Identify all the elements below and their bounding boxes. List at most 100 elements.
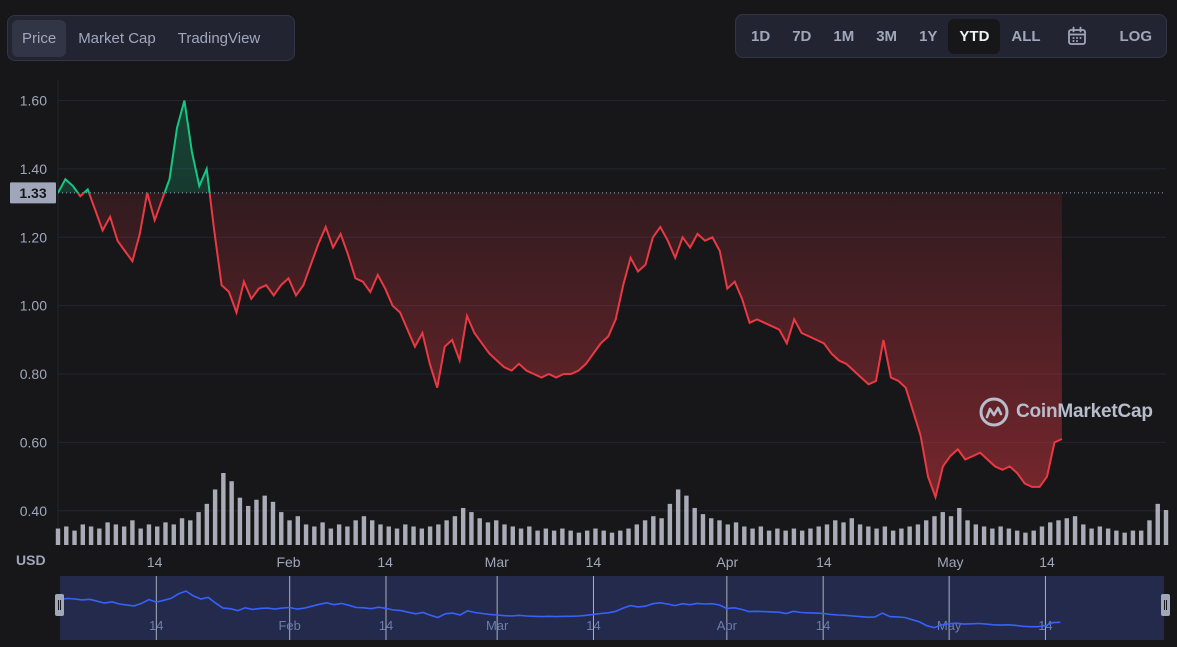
volume-bar xyxy=(750,528,755,545)
y-tick-label: 0.40 xyxy=(20,503,47,519)
volume-bar xyxy=(783,530,788,545)
volume-bar xyxy=(543,528,549,545)
volume-bar xyxy=(981,526,987,545)
volume-bar xyxy=(1147,520,1152,545)
coinmarketcap-watermark: CoinMarketCap xyxy=(978,396,1153,428)
range-all-button[interactable]: ALL xyxy=(1011,27,1041,45)
volume-bar xyxy=(427,526,433,545)
volume-bar xyxy=(105,522,110,545)
volume-bar xyxy=(88,526,94,545)
volume-bar xyxy=(163,522,168,545)
price-line xyxy=(58,100,1063,501)
volume-bar xyxy=(634,524,640,545)
volume-bar xyxy=(394,528,400,545)
volume-bar xyxy=(212,489,218,545)
navigator-handle-left[interactable] xyxy=(55,594,64,616)
volume-bar xyxy=(675,489,681,545)
x-axis: 14 Feb 14 Mar 14 Apr 14 May 14 xyxy=(147,554,1055,570)
navigator-handle-right[interactable] xyxy=(1161,594,1170,616)
volume-bar xyxy=(204,503,210,545)
tab-market-cap[interactable]: Market Cap xyxy=(78,29,156,47)
volume-bar xyxy=(527,526,532,545)
volume-bar xyxy=(568,530,573,545)
volume-bar xyxy=(444,520,449,545)
volume-bar xyxy=(1056,520,1061,545)
volume-bar xyxy=(1163,510,1169,545)
volume-bar xyxy=(419,528,425,545)
volume-bar xyxy=(55,528,61,545)
navigator-tick-label: Apr xyxy=(717,618,738,633)
range-navigator[interactable]: 14 Feb 14 Mar 14 Apr 14 May 14 xyxy=(55,576,1170,640)
volume-bar xyxy=(1014,530,1020,545)
volume-bar xyxy=(651,516,656,545)
x-tick-label: 14 xyxy=(586,554,602,570)
navigator-tick-label: 14 xyxy=(379,618,393,633)
volume-bar xyxy=(229,481,234,545)
range-3m-button[interactable]: 3M xyxy=(876,27,898,45)
tab-price[interactable]: Price xyxy=(12,19,67,57)
volume-bar xyxy=(990,528,995,545)
volume-bar xyxy=(336,524,342,545)
tab-tradingview[interactable]: TradingView xyxy=(177,29,261,47)
volume-bar xyxy=(477,518,482,545)
volume-bar xyxy=(998,526,1003,545)
volume-bar xyxy=(221,473,226,545)
volume-bar xyxy=(155,526,160,545)
volume-bar xyxy=(1089,528,1094,545)
volume-bar xyxy=(601,530,606,545)
x-tick-label: May xyxy=(937,554,963,570)
watermark-text: CoinMarketCap xyxy=(1016,401,1153,422)
volume-bar xyxy=(370,520,375,545)
volume-bar xyxy=(535,530,540,545)
volume-bar xyxy=(345,526,350,545)
volume-bar xyxy=(411,526,416,545)
volume-bar xyxy=(436,524,441,545)
volume-bar xyxy=(733,522,739,545)
log-scale-button[interactable]: LOG xyxy=(1119,27,1153,45)
x-tick-label: 14 xyxy=(1039,554,1055,570)
volume-bar xyxy=(692,507,697,545)
x-tick-label: Mar xyxy=(485,554,509,570)
range-1m-button[interactable]: 1M xyxy=(833,27,855,45)
y-tick-label: 0.60 xyxy=(20,434,47,450)
range-ytd-button[interactable]: YTD xyxy=(948,18,1001,54)
calendar-icon[interactable] xyxy=(1064,23,1090,49)
volume-bar xyxy=(709,518,714,545)
x-tick-label: 14 xyxy=(377,554,393,570)
range-7d-button[interactable]: 7D xyxy=(792,27,812,45)
volume-bar xyxy=(874,528,879,545)
reference-price-badge: 1.33 xyxy=(10,182,56,204)
volume-bar xyxy=(1023,532,1028,545)
volume-bar xyxy=(460,507,466,545)
volume-bar xyxy=(469,512,474,545)
volume-bar xyxy=(1064,518,1069,545)
volume-bar xyxy=(361,516,367,545)
volume-bar xyxy=(915,524,921,545)
volume-bar xyxy=(609,532,615,545)
time-range-selector: 1D 7D 1M 3M 1Y YTD ALL LOG xyxy=(735,14,1167,58)
volume-bar xyxy=(642,520,648,545)
coinmarketcap-logo-icon xyxy=(979,397,1009,427)
volume-bar xyxy=(1130,530,1136,545)
volume-bar xyxy=(1122,532,1127,545)
range-1y-button[interactable]: 1Y xyxy=(919,27,938,45)
volume-bar xyxy=(270,501,276,545)
volume-bar xyxy=(502,524,507,545)
volume-bar xyxy=(1138,530,1144,545)
volume-bar xyxy=(188,520,193,545)
volume-bar xyxy=(146,524,152,545)
volume-bar xyxy=(593,528,598,545)
range-1d-button[interactable]: 1D xyxy=(751,27,771,45)
volume-bar xyxy=(717,520,722,545)
volume-bar xyxy=(320,522,325,545)
navigator-tick-label: 14 xyxy=(816,618,830,633)
volume-bar xyxy=(957,507,962,545)
volume-bar xyxy=(386,526,391,545)
volume-bar xyxy=(841,522,846,545)
volume-bar xyxy=(64,526,69,545)
currency-label: USD xyxy=(16,552,46,568)
volume-bar xyxy=(791,528,797,545)
y-tick-label: 1.00 xyxy=(20,298,47,314)
volume-bar xyxy=(113,524,119,545)
